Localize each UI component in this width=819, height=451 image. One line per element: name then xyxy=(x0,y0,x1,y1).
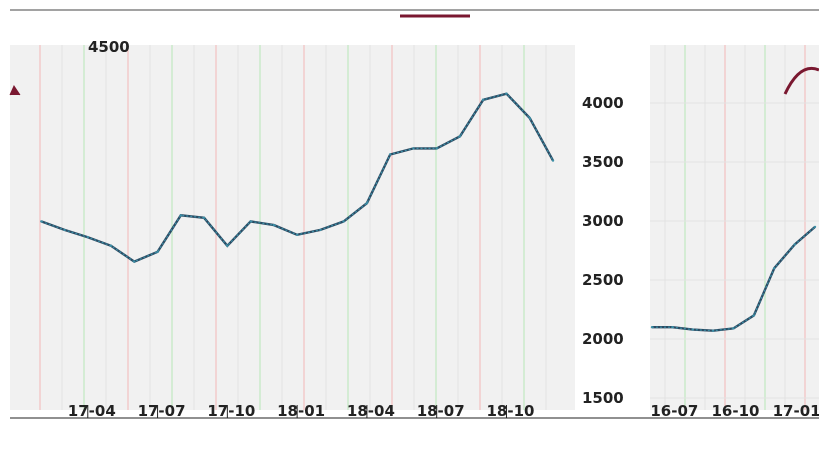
series-right-point xyxy=(773,267,776,270)
x-tick-label: 18-01 xyxy=(277,402,325,420)
series-left-point xyxy=(365,201,369,205)
series-left-point xyxy=(249,220,252,223)
x-tick-label: 18-04 xyxy=(347,402,395,420)
series-left-point xyxy=(86,236,89,239)
plot-panel-right xyxy=(650,45,819,410)
series-left-point xyxy=(388,153,392,156)
x-axis-left: 17-04 17-07 17-10 18-01 18-04 18-07 18-10 xyxy=(68,402,535,420)
x-tick-label: 17-07 xyxy=(138,402,186,420)
x-tick-label: 17-01 xyxy=(773,402,819,420)
x-tick-label: 17-10 xyxy=(207,402,255,420)
series-right-point xyxy=(671,326,674,329)
x-tick-label: 17-04 xyxy=(68,402,116,420)
series-right-point xyxy=(793,243,796,246)
series-left-point xyxy=(63,228,66,232)
y-tick-label: 3000 xyxy=(582,212,624,230)
y-tick-label-top: 4500 xyxy=(88,38,130,56)
series-right-point xyxy=(691,328,694,331)
y-tick-label: 2000 xyxy=(582,330,624,348)
grid-right xyxy=(650,45,819,410)
legend xyxy=(10,9,819,18)
series-left xyxy=(9,84,555,263)
series-left-point xyxy=(412,147,415,150)
series-left-point xyxy=(40,220,43,223)
series-right-point xyxy=(813,225,817,229)
series-left-point xyxy=(202,216,206,219)
series-left-point xyxy=(482,98,485,101)
series-right-point xyxy=(732,327,735,330)
accent-arc-right xyxy=(783,67,819,95)
grid-left xyxy=(39,45,547,410)
series-left-point xyxy=(505,92,508,95)
y-tick-label: 3500 xyxy=(582,153,624,171)
series-left-point xyxy=(109,244,113,247)
y-tick-label: 4000 xyxy=(582,94,624,112)
x-tick-label: 18-10 xyxy=(486,402,534,420)
series-right-point xyxy=(711,329,715,332)
plot-panel-left xyxy=(10,45,575,410)
x-tick-label: 18-07 xyxy=(417,402,465,420)
series-right-point xyxy=(752,314,756,317)
x-tick-label: 16-10 xyxy=(712,402,760,420)
series-left-point xyxy=(435,147,438,150)
y-tick-label: 2500 xyxy=(582,271,624,289)
series-left-point xyxy=(156,250,159,254)
series-left-point xyxy=(179,214,183,217)
y-tick-label: 1500 xyxy=(582,389,624,407)
x-tick-label: 16-07 xyxy=(650,402,698,420)
series-left-point xyxy=(342,220,345,223)
series-left-point xyxy=(226,244,229,247)
series-left-point xyxy=(319,228,322,232)
series-left-point xyxy=(133,260,136,263)
x-axis-right: 16-07 16-10 17-01 xyxy=(650,402,819,420)
accent-marker-left xyxy=(9,84,21,96)
series-left-point xyxy=(528,116,531,120)
series-left-point xyxy=(295,233,299,236)
series-right xyxy=(650,67,819,332)
series-left-point xyxy=(458,135,462,138)
series-right-point xyxy=(650,326,654,329)
y-axis-right: 4000 3500 3000 2500 2000 1500 xyxy=(582,94,624,407)
series-left-point xyxy=(551,159,555,162)
series-left-point xyxy=(272,223,276,227)
